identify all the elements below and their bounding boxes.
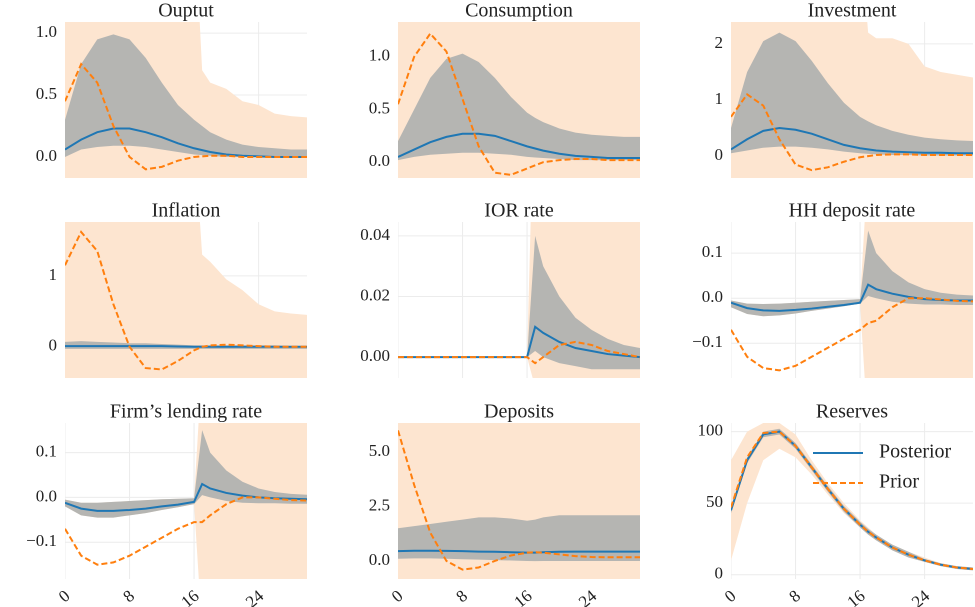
plot-area xyxy=(731,22,973,178)
x-tick-label: 8 xyxy=(452,586,471,606)
band xyxy=(731,423,973,571)
subplot: HH deposit rate −0.1 0.0 0.1 xyxy=(692,200,973,378)
y-tick-label: 50 xyxy=(706,492,723,511)
y-tick-label: 0.0 xyxy=(702,287,723,306)
band xyxy=(65,222,307,378)
subplot: Investment 0 1 2 xyxy=(715,0,973,178)
y-tick-label: 2.5 xyxy=(369,495,390,514)
series-line xyxy=(65,127,307,158)
y-tick-label: 0 xyxy=(49,336,58,355)
subplot-title: Deposits xyxy=(484,401,554,423)
plot-area xyxy=(731,423,973,579)
x-tick-label: 16 xyxy=(177,586,202,607)
y-tick-label: 0.5 xyxy=(36,84,57,103)
series-line xyxy=(65,230,307,371)
x-tick-label: 16 xyxy=(843,586,868,607)
subplot: Firm’s lending rate 0 8 16 24 −0.1 0.0 0.1 xyxy=(26,401,307,607)
plot-area xyxy=(65,423,307,579)
y-tick-label: 0.0 xyxy=(36,146,57,165)
subplot: Ouptut 0.0 0.5 1.0 xyxy=(36,0,307,178)
x-tick-label: 0 xyxy=(55,586,74,606)
x-tick-label: 8 xyxy=(119,586,138,606)
y-tick-label: −0.1 xyxy=(26,531,57,550)
y-tick-label: 100 xyxy=(698,420,724,439)
subplot-title: IOR rate xyxy=(484,200,554,222)
subplot-title: Inflation xyxy=(152,200,221,222)
series-line xyxy=(398,430,640,571)
y-tick-label: 2 xyxy=(715,33,724,52)
plot-area xyxy=(398,222,640,378)
band xyxy=(398,515,640,562)
plot-area xyxy=(65,222,307,378)
plot-area xyxy=(398,22,640,178)
y-tick-label: 1.0 xyxy=(36,22,57,41)
x-tick-label: 24 xyxy=(908,586,934,607)
subplot-title: HH deposit rate xyxy=(789,200,916,222)
subplot-title: Ouptut xyxy=(158,0,214,22)
y-tick-label: −0.1 xyxy=(692,332,723,351)
x-tick-label: 8 xyxy=(785,586,804,606)
y-tick-label: 1 xyxy=(715,89,724,108)
y-tick-label: 1.0 xyxy=(369,46,390,65)
series-line xyxy=(731,93,973,172)
x-tick-label: 24 xyxy=(575,586,601,607)
x-tick-label: 0 xyxy=(721,586,740,606)
subplot: IOR rate 0.00 0.02 0.04 xyxy=(360,200,640,378)
y-tick-label: 0.0 xyxy=(369,550,390,569)
band xyxy=(65,34,307,157)
band xyxy=(398,53,640,161)
series-line xyxy=(398,31,640,176)
x-tick-label: 0 xyxy=(388,586,407,606)
subplot: Deposits 0 8 16 24 0.0 2.5 5.0 xyxy=(369,401,640,607)
x-tick-label: 16 xyxy=(510,586,535,607)
legend: Posterior Prior xyxy=(813,441,952,493)
y-tick-label: 0.02 xyxy=(360,285,390,304)
legend-label: Posterior xyxy=(879,441,952,463)
series-line xyxy=(731,297,973,372)
x-tick-label: 24 xyxy=(242,586,268,607)
subplot-title: Investment xyxy=(808,0,897,22)
y-tick-label: 5.0 xyxy=(369,441,390,460)
subplot-title: Consumption xyxy=(465,0,573,22)
band xyxy=(398,235,640,370)
series-line xyxy=(398,132,640,159)
y-tick-label: 0 xyxy=(715,145,724,164)
band xyxy=(65,423,307,579)
series-line xyxy=(65,496,307,566)
y-tick-label: 0.5 xyxy=(369,98,390,117)
series-line xyxy=(398,340,640,365)
subplot-title: Reserves xyxy=(816,401,888,423)
y-tick-label: 1 xyxy=(49,265,58,284)
subplot: Reserves 0 8 16 24 0 50 100 Posterior Prior xyxy=(698,401,973,607)
series-line xyxy=(731,430,973,570)
series-line xyxy=(65,482,307,512)
y-tick-label: 0.04 xyxy=(360,225,390,244)
plot-area xyxy=(398,423,640,579)
y-tick-label: 0.0 xyxy=(369,151,390,170)
series-line xyxy=(65,345,307,348)
plot-area xyxy=(65,22,307,178)
y-tick-label: 0.00 xyxy=(360,346,390,365)
band xyxy=(731,230,973,317)
subplot-title: Firm’s lending rate xyxy=(110,401,262,423)
series-line xyxy=(65,62,307,171)
legend-label: Prior xyxy=(879,471,919,493)
plot-area xyxy=(731,222,973,378)
y-tick-label: 0.1 xyxy=(36,441,57,460)
y-tick-label: 0.0 xyxy=(36,486,57,505)
subplot: Inflation 0 1 xyxy=(49,200,307,378)
y-tick-label: 0 xyxy=(715,564,724,583)
band xyxy=(731,32,973,156)
subplot: Consumption 0.0 0.5 1.0 xyxy=(369,0,640,178)
y-tick-label: 0.1 xyxy=(702,242,723,261)
